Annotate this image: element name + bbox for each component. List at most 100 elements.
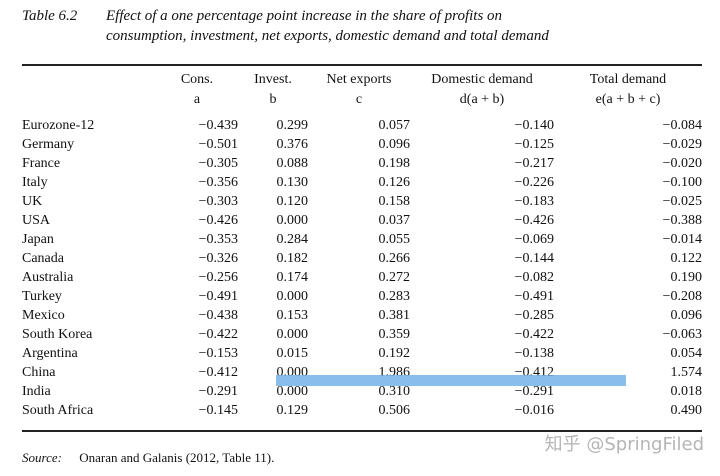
header-invest: Invest. bbox=[254, 72, 292, 87]
domestic-demand-cell: −0.140 bbox=[514, 118, 554, 133]
header-net-exports: Net exports bbox=[326, 72, 392, 87]
bottom-rule bbox=[22, 430, 702, 432]
country-cell: Canada bbox=[22, 251, 64, 266]
subheader-net-exports: c bbox=[355, 92, 363, 107]
country-cell: USA bbox=[22, 213, 51, 228]
net-exports-cell: 0.158 bbox=[378, 194, 411, 209]
table-number: Table 6.2 bbox=[22, 8, 78, 24]
country-cell: Turkey bbox=[22, 289, 62, 304]
invest-cell: 0.284 bbox=[276, 232, 309, 247]
domestic-demand-cell: −0.138 bbox=[514, 346, 554, 361]
cons-cell: −0.491 bbox=[198, 289, 238, 304]
country-cell: Eurozone-12 bbox=[22, 118, 95, 133]
source-text: Onaran and Galanis (2012, Table 11). bbox=[79, 450, 275, 465]
table-row: South Korea −0.422 0.000 0.359 −0.422 −0… bbox=[22, 325, 702, 344]
invest-cell: 0.376 bbox=[276, 137, 309, 152]
table-row: Italy −0.356 0.130 0.126 −0.226 −0.100 bbox=[22, 173, 702, 192]
net-exports-cell: 0.096 bbox=[378, 137, 411, 152]
header-cons: Cons. bbox=[180, 72, 214, 87]
net-exports-cell: 0.310 bbox=[378, 384, 411, 399]
cons-cell: −0.426 bbox=[198, 213, 238, 228]
header-total-demand: Total demand bbox=[589, 72, 667, 87]
invest-cell: 0.182 bbox=[276, 251, 309, 266]
total-demand-cell: 0.490 bbox=[670, 403, 703, 418]
net-exports-cell: 0.057 bbox=[378, 118, 411, 133]
invest-cell: 0.000 bbox=[276, 289, 309, 304]
invest-cell: 0.088 bbox=[276, 156, 309, 171]
cons-cell: −0.353 bbox=[198, 232, 238, 247]
table-row: South Africa −0.145 0.129 0.506 −0.016 0… bbox=[22, 401, 702, 420]
domestic-demand-cell: −0.422 bbox=[514, 327, 554, 342]
subheader-invest: b bbox=[269, 92, 277, 107]
country-cell: Australia bbox=[22, 270, 74, 285]
highlight-marker bbox=[276, 375, 626, 386]
invest-cell: 0.174 bbox=[276, 270, 309, 285]
total-demand-cell: 0.122 bbox=[670, 251, 703, 266]
invest-cell: 0.000 bbox=[276, 384, 309, 399]
domestic-demand-cell: −0.285 bbox=[514, 308, 554, 323]
header-row: Cons. Invest. Net exports Domestic deman… bbox=[22, 66, 702, 90]
cons-cell: −0.256 bbox=[198, 270, 238, 285]
invest-cell: 0.120 bbox=[276, 194, 309, 209]
cons-cell: −0.305 bbox=[198, 156, 238, 171]
total-demand-cell: 0.096 bbox=[670, 308, 703, 323]
caption-line-2: consumption, investment, net exports, do… bbox=[106, 28, 549, 44]
subheader-total-demand: e(a + b + c) bbox=[595, 92, 661, 107]
domestic-demand-cell: −0.426 bbox=[514, 213, 554, 228]
net-exports-cell: 0.283 bbox=[378, 289, 411, 304]
domestic-demand-cell: −0.069 bbox=[514, 232, 554, 247]
cons-cell: −0.501 bbox=[198, 137, 238, 152]
domestic-demand-cell: −0.491 bbox=[514, 289, 554, 304]
total-demand-cell: −0.020 bbox=[662, 156, 702, 171]
subheader-domestic-demand: d(a + b) bbox=[459, 92, 505, 107]
total-demand-cell: 1.574 bbox=[670, 365, 703, 380]
source-note: Source: Onaran and Galanis (2012, Table … bbox=[22, 450, 274, 466]
country-cell: France bbox=[22, 156, 61, 171]
net-exports-cell: 0.055 bbox=[378, 232, 411, 247]
cons-cell: −0.326 bbox=[198, 251, 238, 266]
invest-cell: 0.015 bbox=[276, 346, 309, 361]
country-cell: India bbox=[22, 384, 51, 399]
table-row: Germany −0.501 0.376 0.096 −0.125 −0.029 bbox=[22, 135, 702, 154]
cons-cell: −0.438 bbox=[198, 308, 238, 323]
cons-cell: −0.439 bbox=[198, 118, 238, 133]
table-row: Canada −0.326 0.182 0.266 −0.144 0.122 bbox=[22, 249, 702, 268]
net-exports-cell: 0.506 bbox=[378, 403, 411, 418]
domestic-demand-cell: −0.226 bbox=[514, 175, 554, 190]
cons-cell: −0.303 bbox=[198, 194, 238, 209]
caption-line-1: Effect of a one percentage point increas… bbox=[106, 8, 503, 24]
country-cell: Japan bbox=[22, 232, 54, 247]
net-exports-cell: 0.192 bbox=[378, 346, 411, 361]
country-cell: Italy bbox=[22, 175, 48, 190]
total-demand-cell: −0.208 bbox=[662, 289, 702, 304]
country-cell: South Africa bbox=[22, 403, 94, 418]
domestic-demand-cell: −0.016 bbox=[514, 403, 554, 418]
net-exports-cell: 0.359 bbox=[378, 327, 411, 342]
country-cell: Mexico bbox=[22, 308, 65, 323]
invest-cell: 0.299 bbox=[276, 118, 309, 133]
total-demand-cell: −0.388 bbox=[662, 213, 702, 228]
data-table: Cons. Invest. Net exports Domestic deman… bbox=[22, 66, 702, 420]
table-row: France −0.305 0.088 0.198 −0.217 −0.020 bbox=[22, 154, 702, 173]
net-exports-cell: 0.037 bbox=[378, 213, 411, 228]
cons-cell: −0.291 bbox=[198, 384, 238, 399]
domestic-demand-cell: −0.082 bbox=[514, 270, 554, 285]
table-row: Mexico −0.438 0.153 0.381 −0.285 0.096 bbox=[22, 306, 702, 325]
net-exports-cell: 0.266 bbox=[378, 251, 411, 266]
cons-cell: −0.356 bbox=[198, 175, 238, 190]
invest-cell: 0.130 bbox=[276, 175, 309, 190]
total-demand-cell: −0.100 bbox=[662, 175, 702, 190]
table-row: UK −0.303 0.120 0.158 −0.183 −0.025 bbox=[22, 192, 702, 211]
total-demand-cell: −0.029 bbox=[662, 137, 702, 152]
net-exports-cell: 0.198 bbox=[378, 156, 411, 171]
cons-cell: −0.422 bbox=[198, 327, 238, 342]
table-row: India −0.291 0.000 0.310 −0.291 0.018 bbox=[22, 382, 702, 401]
table-row: USA −0.426 0.000 0.037 −0.426 −0.388 bbox=[22, 211, 702, 230]
cons-cell: −0.412 bbox=[198, 365, 238, 380]
total-demand-cell: −0.063 bbox=[662, 327, 702, 342]
cons-cell: −0.153 bbox=[198, 346, 238, 361]
header-domestic-demand: Domestic demand bbox=[431, 72, 533, 87]
country-cell: China bbox=[22, 365, 56, 380]
country-cell: Argentina bbox=[22, 346, 78, 361]
subheader-cons: a bbox=[193, 92, 201, 107]
